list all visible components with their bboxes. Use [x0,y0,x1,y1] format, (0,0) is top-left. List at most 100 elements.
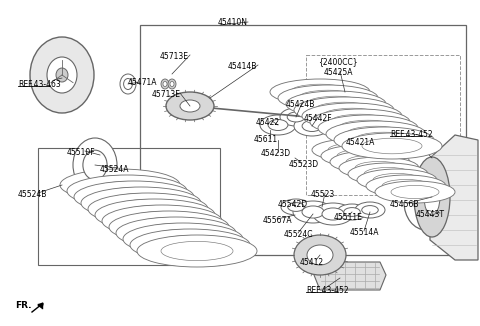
Ellipse shape [137,235,257,267]
Ellipse shape [310,109,410,135]
Ellipse shape [102,205,222,237]
Text: 45542D: 45542D [278,200,308,209]
Text: 45523: 45523 [311,190,335,199]
Ellipse shape [120,74,136,94]
Ellipse shape [268,120,288,130]
Text: 45424B: 45424B [286,100,315,109]
Ellipse shape [287,112,305,122]
Ellipse shape [161,79,169,89]
Ellipse shape [95,199,215,231]
Ellipse shape [337,204,367,220]
Text: REF.43-463: REF.43-463 [18,80,61,89]
Text: 45510F: 45510F [67,148,96,157]
Text: 45524C: 45524C [284,230,313,239]
Polygon shape [430,135,478,260]
Ellipse shape [302,121,322,131]
Ellipse shape [168,79,176,89]
Text: 45713E: 45713E [152,90,181,99]
Ellipse shape [319,113,337,123]
Text: 45421A: 45421A [346,138,375,147]
Text: 45523D: 45523D [289,160,319,169]
Ellipse shape [67,175,187,207]
Text: 45425A: 45425A [324,68,353,77]
Ellipse shape [334,122,354,132]
Ellipse shape [312,109,344,127]
Ellipse shape [357,169,437,191]
Ellipse shape [47,57,77,93]
Ellipse shape [348,163,428,185]
Ellipse shape [302,206,324,218]
Text: 45511E: 45511E [334,213,363,222]
Ellipse shape [322,208,344,220]
Ellipse shape [83,150,107,180]
Ellipse shape [109,211,229,243]
Text: 45567A: 45567A [263,216,293,225]
Ellipse shape [123,223,243,255]
Ellipse shape [270,79,370,105]
Text: 45611: 45611 [254,135,278,144]
Ellipse shape [116,217,236,249]
Ellipse shape [288,202,304,211]
Ellipse shape [74,181,194,213]
Text: REF.43-452: REF.43-452 [390,130,432,139]
Ellipse shape [362,206,378,215]
Text: 45422: 45422 [256,118,280,127]
Ellipse shape [60,169,180,201]
Text: FR.: FR. [15,301,32,310]
Text: 45524B: 45524B [18,190,48,199]
Polygon shape [314,262,386,290]
Text: 45713E: 45713E [160,52,189,61]
Ellipse shape [81,187,201,219]
Text: 45524A: 45524A [100,165,130,174]
Text: 45471A: 45471A [128,78,157,87]
Text: 45414B: 45414B [228,62,257,71]
Ellipse shape [330,151,410,173]
Ellipse shape [321,145,401,167]
Text: 45442F: 45442F [304,114,333,123]
Ellipse shape [414,186,438,217]
Ellipse shape [281,199,311,215]
Ellipse shape [313,203,353,225]
Ellipse shape [339,157,419,179]
Ellipse shape [334,127,434,153]
Ellipse shape [326,117,362,137]
Polygon shape [38,303,43,308]
Ellipse shape [424,179,440,215]
Ellipse shape [294,235,346,275]
Ellipse shape [130,229,250,261]
Ellipse shape [294,116,330,136]
Ellipse shape [73,138,117,192]
Ellipse shape [260,115,296,135]
Ellipse shape [30,37,94,113]
Text: 45410N: 45410N [218,18,248,27]
Text: {2400CC}: {2400CC} [318,57,358,66]
Text: 45412: 45412 [300,258,324,267]
Ellipse shape [342,133,442,159]
Ellipse shape [293,201,333,223]
Ellipse shape [307,245,333,265]
Ellipse shape [326,121,426,147]
Ellipse shape [318,115,418,141]
Ellipse shape [170,82,174,86]
Ellipse shape [166,92,214,120]
Text: 45423D: 45423D [261,149,291,158]
Ellipse shape [404,174,448,230]
Ellipse shape [312,139,392,161]
Ellipse shape [280,108,312,126]
Ellipse shape [124,79,132,90]
Text: 45443T: 45443T [416,210,445,219]
Ellipse shape [302,103,402,129]
Ellipse shape [375,181,455,203]
Ellipse shape [344,208,360,216]
Ellipse shape [366,175,446,197]
Ellipse shape [294,97,394,123]
Text: 45456B: 45456B [390,200,420,209]
Ellipse shape [88,193,208,225]
Text: 45514A: 45514A [350,228,380,237]
Ellipse shape [180,100,200,112]
Ellipse shape [56,68,68,82]
Ellipse shape [355,202,385,218]
Ellipse shape [414,157,450,237]
Ellipse shape [163,82,167,86]
Ellipse shape [278,85,378,111]
